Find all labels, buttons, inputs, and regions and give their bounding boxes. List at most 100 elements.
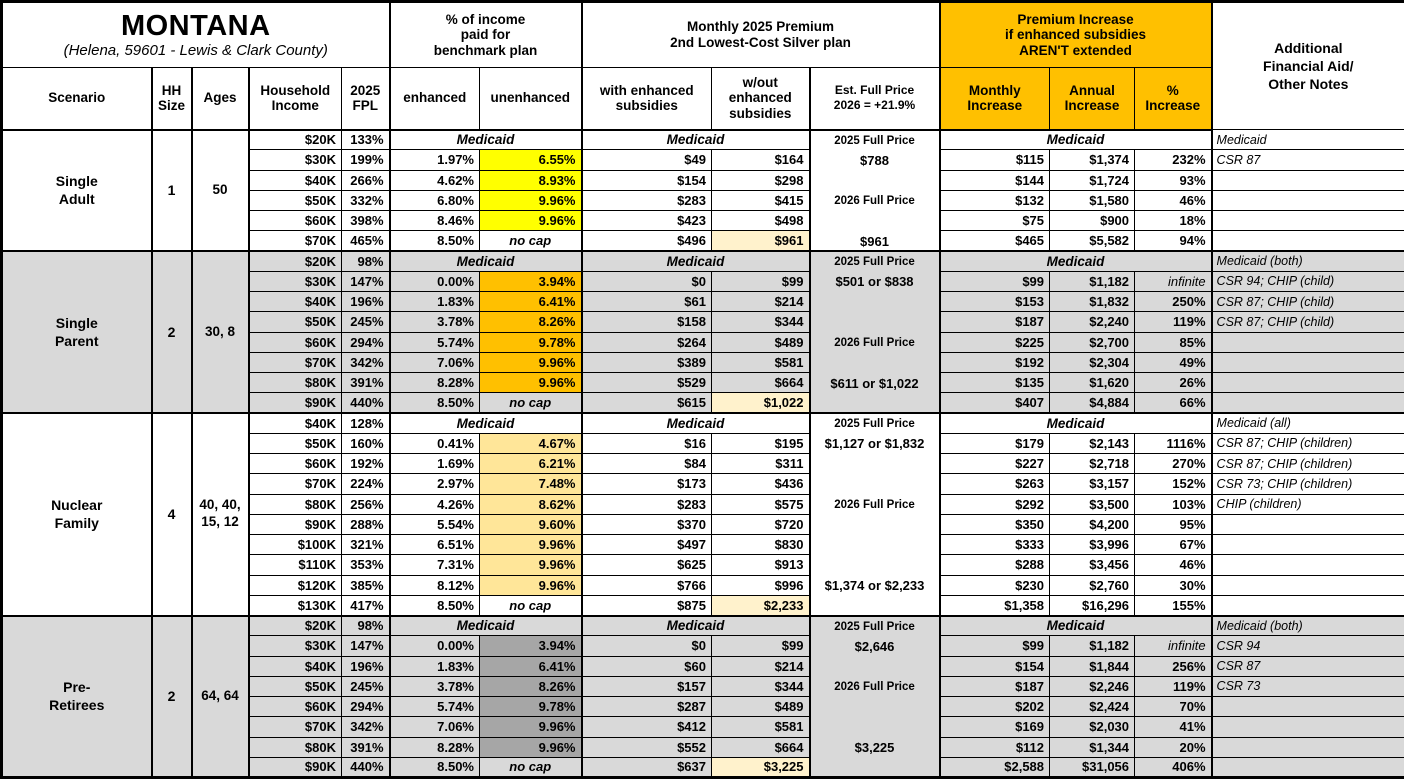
- cell-unenhanced-pct: 9.60%: [479, 513, 583, 536]
- cell-premium-with-subsidies: $173: [581, 473, 712, 495]
- cell-note: CSR 87: [1211, 149, 1404, 171]
- cell-fpl: 133%: [341, 128, 391, 151]
- cell-enhanced-pct: 6.80%: [389, 189, 480, 212]
- cell-no-cap: no cap: [479, 594, 583, 617]
- cell-income: $90K: [248, 392, 342, 414]
- cell-fpl: 245%: [341, 675, 391, 698]
- cell-monthly-increase: $144: [939, 169, 1051, 191]
- cell-premium-with-subsidies: $287: [581, 695, 712, 718]
- table-row: $90K 440% 8.50% no cap $637 $3,225 $2,588 $31,0…: [1, 756, 1404, 779]
- cell-fpl: 294%: [341, 331, 391, 353]
- cell-fpl: 391%: [341, 736, 391, 758]
- cell-income: $20K: [248, 128, 342, 151]
- table-row: Single Adult 1 50 $20K 133% Medicaid Medicaid 2…: [1, 128, 1404, 252]
- cell-fpl: 128%: [341, 411, 391, 434]
- medicaid-benchmark-cell: Medicaid: [389, 249, 583, 272]
- table-row: $80K 391% 8.28% 9.96% $529 $664 $135 $1,620 26%: [1, 371, 1404, 394]
- cell-annual-increase: $2,143: [1049, 432, 1136, 455]
- cell-note: CSR 73: [1211, 675, 1404, 698]
- cell-income: $40K: [248, 169, 342, 191]
- cell-annual-increase: $2,424: [1049, 695, 1136, 718]
- table-row: $30K 147% 0.00% 3.94% $0 $99 $99 $1,182 infinite…: [1, 270, 1404, 293]
- cell-annual-increase: $1,182: [1049, 270, 1136, 293]
- cell-enhanced-pct: 7.06%: [389, 716, 480, 738]
- cell-enhanced-pct: 7.06%: [389, 351, 480, 374]
- cell-note: [1211, 756, 1404, 779]
- cell-pct-increase: 49%: [1134, 351, 1213, 374]
- cell-enhanced-pct: 8.46%: [389, 209, 480, 232]
- cell-income: $50K: [248, 675, 342, 698]
- cell-income: $40K: [248, 411, 342, 434]
- cell-fpl: 342%: [341, 351, 391, 374]
- cell-note: CSR 87; CHIP (children): [1211, 432, 1404, 455]
- table-row: $120K 385% 8.12% 9.96% $766 $996 $230 $2,760 30%: [1, 574, 1404, 596]
- cell-fpl: 417%: [341, 594, 391, 617]
- cell-premium-with-subsidies: $16: [581, 432, 712, 455]
- medicaid-increase-cell: Medicaid: [939, 411, 1213, 434]
- medicaid-increase-cell: Medicaid: [939, 614, 1213, 637]
- cell-unenhanced-pct: 8.93%: [479, 169, 583, 191]
- cell-note: CSR 87: [1211, 655, 1404, 677]
- medicaid-increase-cell: Medicaid: [939, 249, 1213, 272]
- cell-enhanced-pct: 7.31%: [389, 554, 480, 576]
- column-header-with-subsidies: with enhanced subsidies: [581, 67, 712, 131]
- cell-income: $120K: [248, 574, 342, 596]
- cell-enhanced-pct: 8.50%: [389, 230, 480, 252]
- cell-premium-with-subsidies: $496: [581, 230, 712, 252]
- cell-unenhanced-pct: 9.78%: [479, 331, 583, 353]
- cell-fpl: 196%: [341, 290, 391, 313]
- cell-income: $80K: [248, 371, 342, 394]
- cell-annual-increase: $2,718: [1049, 452, 1136, 475]
- full-price-value: $3,225: [854, 740, 895, 755]
- cell-premium-with-subsidies: $625: [581, 554, 712, 576]
- cell-unenhanced-pct: 9.96%: [479, 574, 583, 596]
- cell-no-cap: no cap: [479, 756, 583, 779]
- cell-monthly-increase: $2,588: [939, 756, 1051, 779]
- cell-fpl: 160%: [341, 432, 391, 455]
- full-price-label: 2026 Full Price: [834, 499, 915, 511]
- medicaid-premium-cell: Medicaid: [581, 249, 811, 272]
- table-row: $70K 224% 2.97% 7.48% $173 $436 $263 $3,157 152%…: [1, 473, 1404, 495]
- cell-premium-without-subsidies: $415: [711, 189, 811, 212]
- column-header-est-full-price: Est. Full Price 2026 = +21.9%: [808, 67, 941, 131]
- cell-monthly-increase: $350: [939, 513, 1051, 536]
- cell-income: $130K: [248, 594, 342, 617]
- cell-income: $90K: [248, 513, 342, 536]
- table-row: Nuclear Family 4 40, 40, 15, 12 $40K 128% Med…: [1, 411, 1404, 616]
- cell-premium-without-subsidies: $489: [711, 331, 811, 353]
- cell-pct-increase: infinite: [1134, 635, 1213, 657]
- scenario-label: Single Adult: [1, 129, 153, 252]
- table-row: $70K 342% 7.06% 9.96% $412 $581 $169 $2,030 41%: [1, 716, 1404, 738]
- cell-premium-without-subsidies: $489: [711, 695, 811, 718]
- cell-note: [1211, 230, 1404, 252]
- cell-pct-increase: 70%: [1134, 695, 1213, 718]
- cell-monthly-increase: $192: [939, 351, 1051, 374]
- cell-premium-without-subsidies: $195: [711, 432, 811, 455]
- cell-income: $30K: [248, 149, 342, 171]
- cell-income: $50K: [248, 189, 342, 212]
- cell-enhanced-pct: 8.50%: [389, 594, 480, 617]
- cell-enhanced-pct: 4.62%: [389, 169, 480, 191]
- cell-note: [1211, 209, 1404, 232]
- cell-annual-increase: $3,456: [1049, 554, 1136, 576]
- cell-unenhanced-pct: 6.41%: [479, 290, 583, 313]
- medicaid-benchmark-cell: Medicaid: [389, 128, 583, 151]
- cell-note: CSR 87; CHIP (child): [1211, 311, 1404, 333]
- cell-enhanced-pct: 0.00%: [389, 270, 480, 293]
- table-row: Pre- Retirees 2 64, 64 $20K 98% Medicaid Medic…: [1, 614, 1404, 778]
- scenario-label: Nuclear Family: [1, 412, 153, 616]
- cell-unenhanced-pct: 9.96%: [479, 716, 583, 738]
- full-price-value: $788: [860, 152, 889, 168]
- column-header-unenhanced: unenhanced: [479, 67, 583, 131]
- hh-size-value: 2: [151, 614, 193, 778]
- cell-unenhanced-pct: 8.26%: [479, 675, 583, 698]
- table-row: $60K 192% 1.69% 6.21% $84 $311 $227 $2,718 270% C…: [1, 452, 1404, 475]
- cell-pct-increase: 41%: [1134, 716, 1213, 738]
- cell-pct-increase: 85%: [1134, 331, 1213, 353]
- cell-unenhanced-pct: 7.48%: [479, 473, 583, 495]
- cell-monthly-increase: $333: [939, 533, 1051, 556]
- cell-unenhanced-pct: 8.26%: [479, 311, 583, 333]
- cell-monthly-increase: $407: [939, 392, 1051, 414]
- full-price-cell: 2025 Full Price $501 or $838 2026 Full Pri…: [808, 250, 941, 414]
- cell-premium-without-subsidies: $164: [711, 149, 811, 171]
